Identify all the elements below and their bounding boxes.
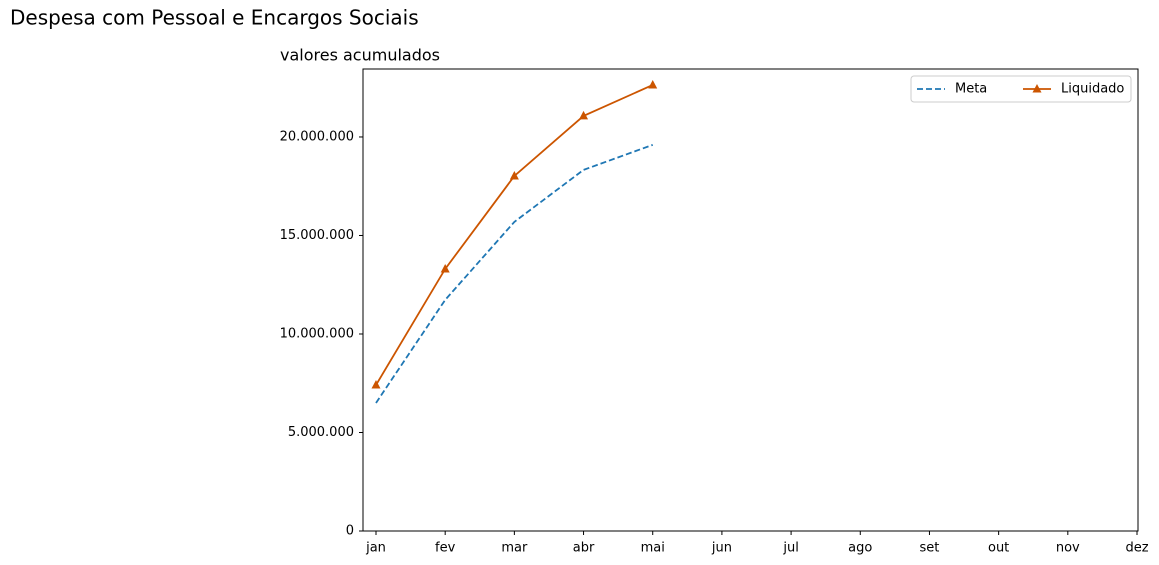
chart-subtitle: valores acumulados (280, 46, 440, 65)
x-tick-label: set (920, 541, 940, 556)
x-tick-label: jun (711, 541, 732, 556)
x-tick-label: mar (501, 541, 528, 556)
x-tick-label: out (988, 541, 1009, 556)
x-tick-label: abr (573, 541, 595, 556)
y-tick-label: 0 (346, 524, 354, 539)
point-marker (509, 170, 519, 180)
point-marker (371, 380, 381, 389)
legend: Meta Liquidado (910, 75, 1132, 103)
plot-frame (362, 68, 1139, 532)
chart-title: Despesa com Pessoal e Encargos Sociais (10, 6, 419, 30)
x-tick-label: fev (435, 541, 456, 556)
y-tick-label: 15.000.000 (280, 228, 354, 243)
y-tick-label: 20.000.000 (280, 129, 354, 144)
point-marker (579, 110, 589, 120)
x-tick-label: dez (1125, 541, 1148, 556)
line-series (375, 144, 654, 404)
legend-label: Meta (955, 82, 987, 97)
x-tick-label: nov (1056, 541, 1080, 556)
point-marker (440, 263, 450, 273)
x-tick-label: jan (365, 541, 386, 556)
legend-label: Liquidado (1061, 82, 1124, 97)
x-tick-label: jul (782, 541, 798, 556)
point-marker (648, 79, 658, 89)
y-tick-label: 10.000.000 (280, 326, 354, 341)
x-tick-label: ago (848, 541, 872, 556)
x-tick-label: mai (641, 541, 665, 556)
y-tick-label: 5.000.000 (288, 425, 354, 440)
legend-marker (1032, 84, 1042, 93)
legend-box (910, 75, 1132, 103)
